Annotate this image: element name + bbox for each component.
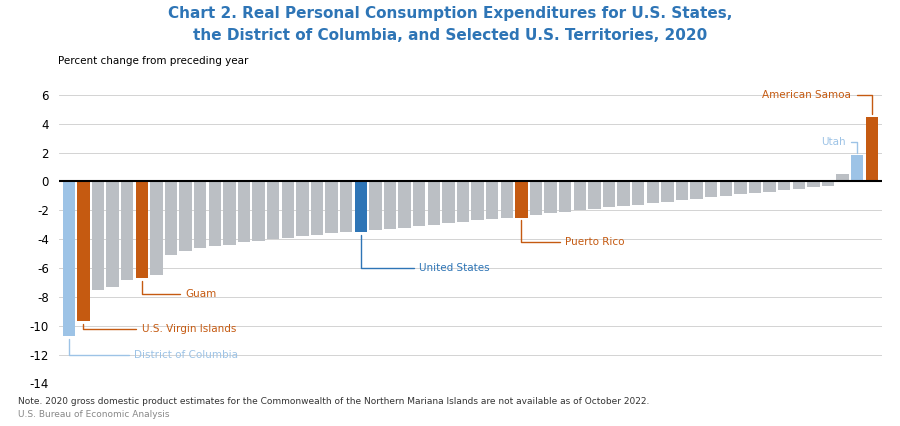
Bar [763,181,776,192]
Bar [646,181,659,203]
Bar [676,181,688,200]
Bar [573,181,586,210]
Bar [296,181,309,236]
Bar [179,181,192,250]
Bar [544,181,557,213]
Bar [851,155,863,181]
Bar [720,181,732,196]
Bar [106,181,119,287]
Bar [530,181,542,215]
Bar [515,181,527,218]
Bar [807,181,820,187]
Bar [310,181,323,235]
Bar [705,181,717,197]
Bar [472,181,484,220]
Bar [734,181,747,194]
Bar [500,181,513,218]
Bar [589,181,600,209]
Bar [662,181,673,201]
Bar [442,181,454,223]
Bar [355,181,367,232]
Bar [617,181,630,206]
Bar [252,181,265,241]
Bar [369,181,382,230]
Bar [282,181,294,238]
Bar [866,117,878,181]
Text: Percent change from preceding year: Percent change from preceding year [58,56,249,66]
Bar [456,181,469,222]
Bar [165,181,177,255]
Bar [793,181,805,189]
Bar [136,181,148,278]
Bar [383,181,396,229]
Text: Guam: Guam [141,281,217,299]
Text: U.S. Bureau of Economic Analysis: U.S. Bureau of Economic Analysis [18,410,169,419]
Text: the District of Columbia, and Selected U.S. Territories, 2020: the District of Columbia, and Selected U… [193,28,707,43]
Bar [399,181,410,227]
Text: Utah: Utah [821,138,857,153]
Bar [749,181,761,193]
Bar [209,181,220,246]
Bar [267,181,279,239]
Bar [559,181,572,212]
Bar [836,174,849,181]
Bar [632,181,644,204]
Bar [325,181,338,233]
Bar [413,181,426,226]
Bar [486,181,499,219]
Text: Note. 2020 gross domestic product estimates for the Commonwealth of the Northern: Note. 2020 gross domestic product estima… [18,397,650,406]
Bar [340,181,352,232]
Text: United States: United States [361,235,490,273]
Bar [150,181,163,275]
Bar [690,181,703,199]
Text: District of Columbia: District of Columbia [68,339,238,360]
Text: Chart 2. Real Personal Consumption Expenditures for U.S. States,: Chart 2. Real Personal Consumption Expen… [167,6,733,21]
Bar [194,181,206,248]
Bar [92,181,104,290]
Bar [822,181,834,186]
Bar [778,181,790,190]
Text: Puerto Rico: Puerto Rico [521,220,625,247]
Bar [223,181,236,245]
Bar [603,181,616,207]
Text: American Samoa: American Samoa [762,90,872,114]
Text: U.S. Virgin Islands: U.S. Virgin Islands [84,324,236,334]
Bar [77,181,89,321]
Bar [428,181,440,225]
Bar [238,181,250,242]
Bar [62,181,75,336]
Bar [121,181,133,279]
